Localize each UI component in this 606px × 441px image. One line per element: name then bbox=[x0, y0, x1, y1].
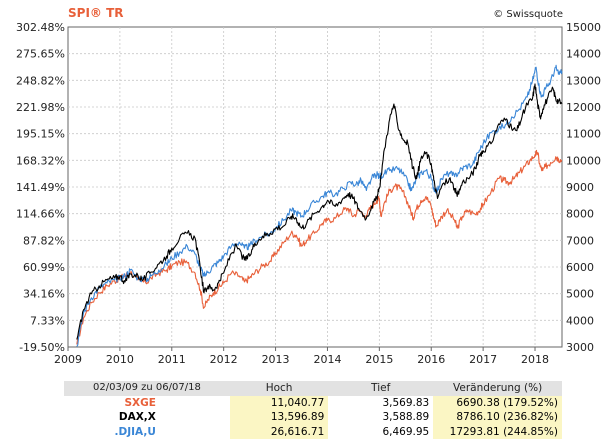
series-layer bbox=[76, 64, 563, 347]
right-tick-label: 6000 bbox=[566, 261, 594, 274]
high-value-sxge: 11,040.77 bbox=[229, 395, 329, 410]
copyright-text: © Swissquote bbox=[493, 9, 563, 20]
series-name-djia: .DJIA,U bbox=[114, 425, 156, 438]
stats-table: 02/03/09 zu 06/07/18 Hoch Tief Veränderu… bbox=[64, 381, 562, 439]
period-label: 02/03/09 zu 06/07/18 bbox=[64, 381, 230, 396]
grid-lines bbox=[68, 27, 562, 347]
x-tick-label: 2009 bbox=[54, 353, 82, 366]
right-tick-label: 11000 bbox=[566, 128, 601, 141]
change-value-djia: 17293.81 (244.85%) bbox=[433, 424, 562, 439]
x-tick-label: 2015 bbox=[365, 353, 393, 366]
left-tick-label: 114.66% bbox=[16, 208, 65, 221]
x-tick-label: 2014 bbox=[313, 353, 341, 366]
x-tick-label: 2016 bbox=[417, 353, 445, 366]
right-tick-label: 5000 bbox=[566, 288, 594, 301]
series-name-sxge: SXGE bbox=[124, 396, 156, 409]
series-line-daxx bbox=[76, 83, 563, 340]
chart-title: SPI® TR bbox=[68, 6, 124, 20]
low-value-djia: 6,469.95 bbox=[382, 425, 430, 438]
line-chart: SPI® TR © Swissquote 302.48% 275.65% 248.8… bbox=[16, 6, 601, 366]
plot-area bbox=[67, 26, 563, 348]
x-tick-label: 2011 bbox=[158, 353, 186, 366]
stats-header-row: 02/03/09 zu 06/07/18 Hoch Tief Veränderu… bbox=[64, 381, 562, 396]
right-tick-label: 13000 bbox=[566, 74, 601, 87]
high-header: Hoch bbox=[229, 381, 329, 396]
left-tick-label: 34.16% bbox=[23, 288, 65, 301]
right-tick-label: 10000 bbox=[566, 154, 601, 167]
low-header: Tief bbox=[328, 381, 434, 396]
series-line-sxge bbox=[76, 149, 563, 345]
left-tick-label: 302.48% bbox=[16, 21, 65, 34]
left-tick-label: 275.65% bbox=[16, 48, 65, 61]
right-tick-label: 4000 bbox=[566, 314, 594, 327]
series-line-djiau bbox=[76, 64, 563, 347]
left-tick-label: 248.82% bbox=[16, 74, 65, 87]
series-name-dax: DAX,X bbox=[118, 411, 156, 423]
low-value-dax: 3,588.89 bbox=[382, 411, 430, 423]
left-axis: 302.48% 275.65% 248.82% 221.98% 195.15% 168.3… bbox=[16, 21, 65, 354]
right-tick-label: 12000 bbox=[566, 101, 601, 114]
stats-row-djia: .DJIA,U 26,616.71 6,469.95 17293.81 (244… bbox=[64, 424, 562, 439]
high-value-dax: 13,596.89 bbox=[229, 410, 329, 425]
left-tick-label: 195.15% bbox=[16, 128, 65, 141]
high-value-djia: 26,616.71 bbox=[229, 424, 329, 439]
x-tick-label: 2012 bbox=[210, 353, 238, 366]
change-value-sxge: 6690.38 (179.52%) bbox=[433, 395, 562, 410]
right-tick-label: 7000 bbox=[566, 234, 594, 247]
x-axis: 2009 2010 2011 2012 2013 2014 2015 2016 2017 2018 bbox=[54, 347, 549, 366]
low-value-sxge: 3,569.83 bbox=[382, 396, 430, 409]
left-tick-label: 141.49% bbox=[16, 181, 65, 194]
x-tick-label: 2010 bbox=[106, 353, 134, 366]
change-value-dax: 8786.10 (236.82%) bbox=[433, 410, 562, 425]
right-tick-label: 15000 bbox=[566, 21, 601, 34]
right-tick-label: 9000 bbox=[566, 181, 594, 194]
right-tick-label: 3000 bbox=[566, 341, 594, 354]
left-tick-label: 60.99% bbox=[23, 261, 65, 274]
change-header: Veränderung (%) bbox=[433, 381, 562, 396]
right-tick-label: 14000 bbox=[566, 48, 601, 61]
x-tick-label: 2017 bbox=[469, 353, 497, 366]
right-tick-label: 8000 bbox=[566, 208, 594, 221]
stats-row-dax: DAX,X 13,596.89 3,588.89 8786.10 (236.82… bbox=[64, 410, 562, 425]
x-tick-label: 2018 bbox=[521, 353, 549, 366]
left-tick-label: 221.98% bbox=[16, 101, 65, 114]
stats-row-sxge: SXGE 11,040.77 3,569.83 6690.38 (179.52%… bbox=[64, 395, 562, 410]
left-tick-label: -19.50% bbox=[19, 341, 65, 354]
left-tick-label: 168.32% bbox=[16, 154, 65, 167]
left-tick-label: 87.82% bbox=[23, 234, 65, 247]
x-tick-label: 2013 bbox=[262, 353, 290, 366]
left-tick-label: 7.33% bbox=[30, 314, 65, 327]
right-axis: 15000 14000 13000 12000 11000 10000 9000 8000 70… bbox=[566, 21, 601, 354]
